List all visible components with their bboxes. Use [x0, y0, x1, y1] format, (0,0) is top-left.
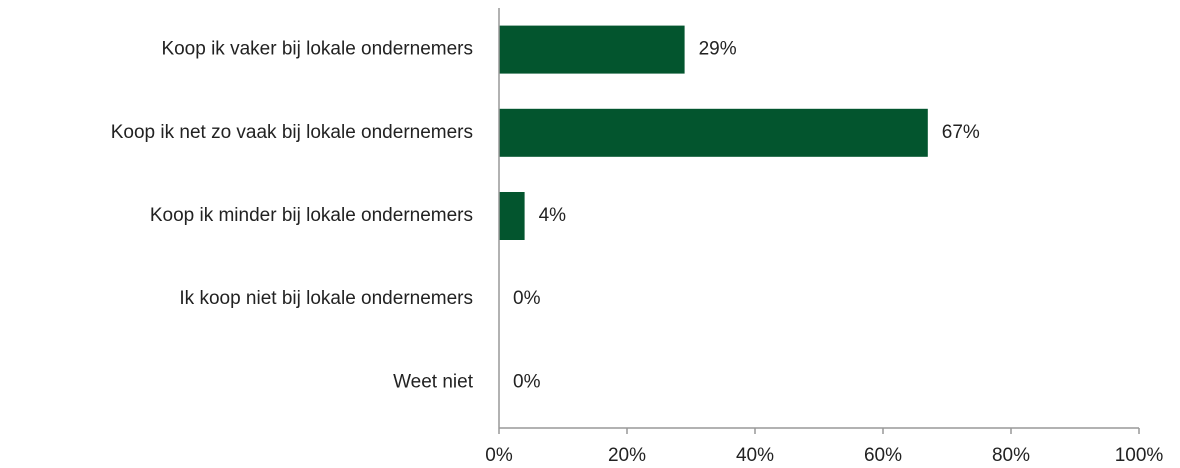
- value-label: 67%: [942, 122, 980, 143]
- y-tick-label: Weet niet: [393, 371, 474, 392]
- x-tick-label: 0%: [485, 445, 513, 466]
- bar: [499, 192, 525, 240]
- x-tick-label: 60%: [864, 445, 902, 466]
- y-tick-label: Koop ik vaker bij lokale ondernemers: [161, 39, 473, 60]
- x-tick-label: 40%: [736, 445, 774, 466]
- x-tick-label: 100%: [1115, 445, 1164, 466]
- y-tick-label: Koop ik minder bij lokale ondernemers: [150, 205, 473, 226]
- y-tick-label: Ik koop niet bij lokale ondernemers: [179, 288, 473, 309]
- value-label: 0%: [513, 288, 541, 309]
- value-label: 29%: [699, 39, 737, 60]
- x-tick-label: 80%: [992, 445, 1030, 466]
- value-label: 4%: [539, 205, 567, 226]
- y-tick-label: Koop ik net zo vaak bij lokale onderneme…: [111, 122, 473, 143]
- value-label: 0%: [513, 371, 541, 392]
- bar: [499, 25, 685, 74]
- x-tick-label: 20%: [608, 445, 646, 466]
- bar: [499, 108, 928, 157]
